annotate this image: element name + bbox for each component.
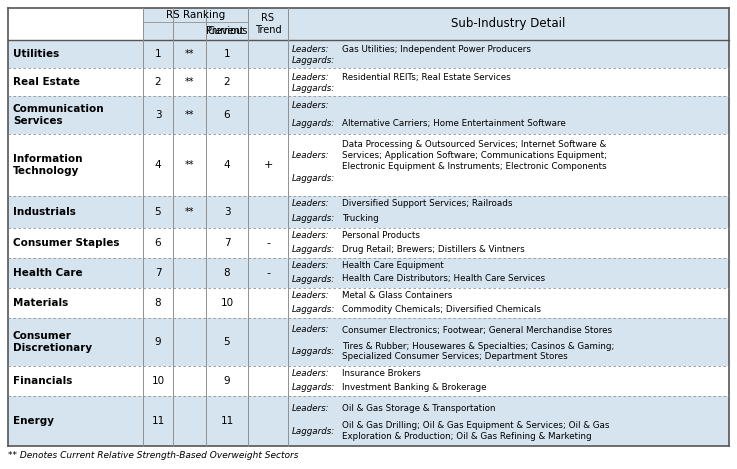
Bar: [8, 258, 729, 288]
Text: Leaders:: Leaders:: [292, 231, 329, 240]
Text: Health Care Equipment: Health Care Equipment: [342, 261, 444, 270]
Bar: [8, 40, 729, 68]
Text: Drug Retail; Brewers; Distillers & Vintners: Drug Retail; Brewers; Distillers & Vintn…: [342, 244, 525, 254]
Text: -: -: [266, 268, 270, 278]
Text: Laggards:: Laggards:: [292, 174, 335, 183]
Text: Industrials: Industrials: [13, 207, 76, 217]
Text: 11: 11: [220, 416, 234, 426]
Text: Laggards:: Laggards:: [292, 214, 335, 223]
Text: Leaders:: Leaders:: [292, 101, 329, 110]
Bar: [8, 96, 729, 134]
Text: Commodity Chemicals; Diversified Chemicals: Commodity Chemicals; Diversified Chemica…: [342, 304, 541, 313]
Text: Metal & Glass Containers: Metal & Glass Containers: [342, 291, 453, 300]
Text: Investment Banking & Brokerage: Investment Banking & Brokerage: [342, 383, 486, 392]
Text: Current: Current: [207, 26, 244, 36]
Text: Laggards:: Laggards:: [292, 304, 335, 313]
Text: Leaders:: Leaders:: [292, 45, 329, 54]
Text: 10: 10: [220, 298, 234, 308]
Text: 4: 4: [155, 160, 161, 170]
Text: Residential REITs; Real Estate Services: Residential REITs; Real Estate Services: [342, 73, 511, 82]
Text: 2: 2: [224, 77, 230, 87]
Text: Leaders:: Leaders:: [292, 369, 329, 378]
Text: 3: 3: [155, 110, 161, 120]
Text: **: **: [185, 160, 195, 170]
Text: Leaders:: Leaders:: [292, 199, 329, 209]
Text: Utilities: Utilities: [13, 49, 59, 59]
Text: 3: 3: [224, 207, 230, 217]
Text: Real Estate: Real Estate: [13, 77, 80, 87]
Text: Diversified Support Services; Railroads: Diversified Support Services; Railroads: [342, 199, 512, 209]
Text: 6: 6: [155, 238, 161, 248]
Text: **: **: [185, 207, 195, 217]
Text: Information
Technology: Information Technology: [13, 154, 83, 176]
Text: -: -: [266, 238, 270, 248]
Text: RS Ranking: RS Ranking: [166, 10, 225, 20]
Text: Oil & Gas Storage & Transportation: Oil & Gas Storage & Transportation: [342, 404, 495, 413]
Text: 8: 8: [155, 298, 161, 308]
Text: Leaders:: Leaders:: [292, 73, 329, 82]
Text: Laggards:: Laggards:: [292, 383, 335, 392]
Text: Financials: Financials: [13, 376, 72, 386]
Text: Insurance Brokers: Insurance Brokers: [342, 369, 421, 378]
Text: Consumer
Discretionary: Consumer Discretionary: [13, 331, 92, 353]
Text: Energy: Energy: [13, 416, 54, 426]
Text: Sub-Industry Detail: Sub-Industry Detail: [451, 17, 566, 30]
Text: Tires & Rubber; Housewares & Specialties; Casinos & Gaming;
Specialized Consumer: Tires & Rubber; Housewares & Specialties…: [342, 342, 615, 362]
Text: Laggards:: Laggards:: [292, 347, 335, 356]
Text: Communication
Services: Communication Services: [13, 104, 105, 126]
Text: 2: 2: [155, 77, 161, 87]
Text: Oil & Gas Drilling; Oil & Gas Equipment & Services; Oil & Gas
Exploration & Prod: Oil & Gas Drilling; Oil & Gas Equipment …: [342, 421, 609, 441]
Text: **: **: [185, 110, 195, 120]
Text: +: +: [263, 160, 273, 170]
Text: 1: 1: [155, 49, 161, 59]
Bar: [8, 396, 729, 446]
Text: Leaders:: Leaders:: [292, 261, 329, 270]
Bar: [143, 8, 729, 40]
Text: Laggards:: Laggards:: [292, 274, 335, 283]
Bar: [8, 196, 729, 228]
Text: **: **: [185, 49, 195, 59]
Text: Personal Products: Personal Products: [342, 231, 420, 240]
Text: Health Care Distributors; Health Care Services: Health Care Distributors; Health Care Se…: [342, 274, 545, 283]
Text: 9: 9: [155, 337, 161, 347]
Text: 10: 10: [151, 376, 164, 386]
Text: 7: 7: [155, 268, 161, 278]
Text: RS
Trend: RS Trend: [255, 13, 282, 35]
Text: 7: 7: [224, 238, 230, 248]
Text: 11: 11: [151, 416, 164, 426]
Text: 4: 4: [224, 160, 230, 170]
Text: Leaders:: Leaders:: [292, 291, 329, 300]
Text: 5: 5: [155, 207, 161, 217]
Text: **: **: [185, 77, 195, 87]
Text: Materials: Materials: [13, 298, 69, 308]
Text: 5: 5: [224, 337, 230, 347]
Text: Consumer Staples: Consumer Staples: [13, 238, 119, 248]
Text: Laggards:: Laggards:: [292, 119, 335, 128]
Text: Data Processing & Outsourced Services; Internet Software &
Services; Application: Data Processing & Outsourced Services; I…: [342, 140, 607, 171]
Text: Gas Utilities; Independent Power Producers: Gas Utilities; Independent Power Produce…: [342, 45, 531, 54]
Text: Laggards:: Laggards:: [292, 426, 335, 436]
Text: 1: 1: [224, 49, 230, 59]
Text: Laggards:: Laggards:: [292, 83, 335, 93]
Text: Trucking: Trucking: [342, 214, 379, 223]
Text: 6: 6: [224, 110, 230, 120]
Text: Leaders:: Leaders:: [292, 325, 329, 334]
Text: Leaders:: Leaders:: [292, 404, 329, 413]
Text: Leaders:: Leaders:: [292, 151, 329, 160]
Text: Laggards:: Laggards:: [292, 56, 335, 65]
Bar: [8, 318, 729, 366]
Text: Laggards:: Laggards:: [292, 244, 335, 254]
Text: Consumer Electronics; Footwear; General Merchandise Stores: Consumer Electronics; Footwear; General …: [342, 325, 612, 334]
Text: 9: 9: [224, 376, 230, 386]
Text: Previous: Previous: [206, 26, 248, 36]
Text: Alternative Carriers; Home Entertainment Software: Alternative Carriers; Home Entertainment…: [342, 119, 566, 128]
Text: 8: 8: [224, 268, 230, 278]
Text: ** Denotes Current Relative Strength-Based Overweight Sectors: ** Denotes Current Relative Strength-Bas…: [8, 451, 298, 460]
Text: Health Care: Health Care: [13, 268, 83, 278]
